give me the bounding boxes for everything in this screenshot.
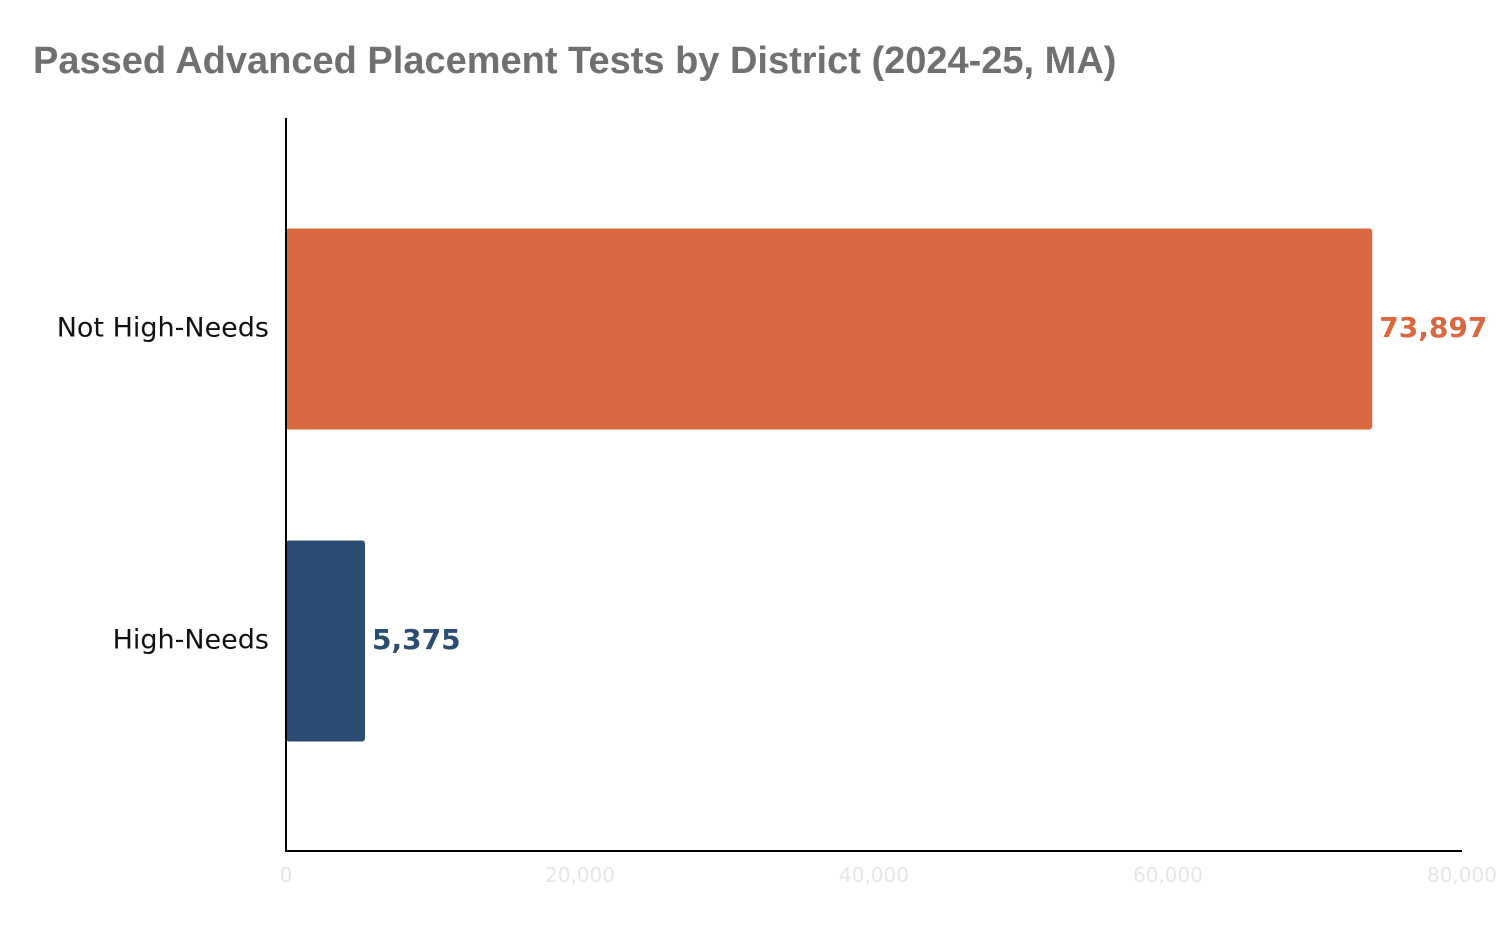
category-label-high-needs: High-Needs [113,625,269,656]
x-tick-label: 40,000 [839,863,909,887]
category-label-not-high-needs: Not High-Needs [57,313,269,344]
chart-title: Passed Advanced Placement Tests by Distr… [33,40,1117,82]
x-tick-label: 80,000 [1427,863,1497,887]
x-tick-label: 60,000 [1133,863,1203,887]
x-tick-label: 20,000 [545,863,615,887]
labels-group: Not High-Needs 73,897 High-Needs 5,375 [57,311,1488,656]
bars-group [286,228,1373,742]
x-tick-labels: 0 20,000 40,000 60,000 80,000 [280,863,1497,887]
value-label-high-needs: 5,375 [372,623,461,656]
value-label-not-high-needs: 73,897 [1379,311,1487,344]
bar-high-needs [286,540,366,742]
x-tick-label: 0 [280,863,293,887]
bar-not-high-needs [286,228,1373,430]
